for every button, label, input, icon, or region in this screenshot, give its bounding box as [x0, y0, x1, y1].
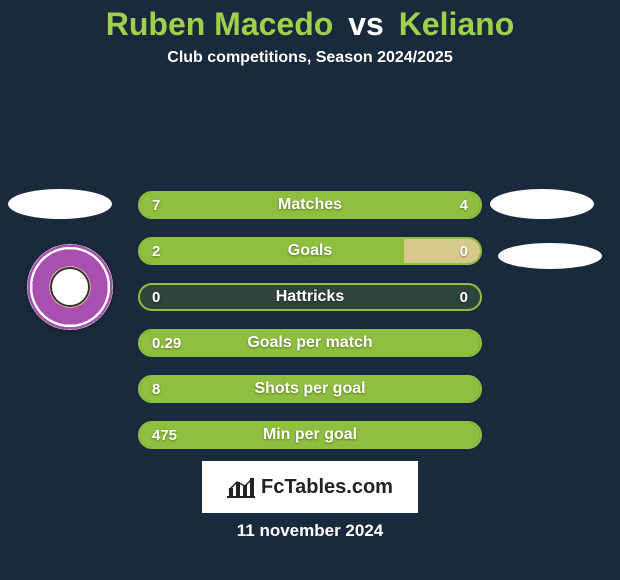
- page-root: Ruben Macedo vs Keliano Club competition…: [0, 0, 620, 580]
- bar-label: Hattricks: [140, 285, 480, 309]
- stat-bar: 8Shots per goal: [138, 375, 482, 403]
- stat-bar: 475Min per goal: [138, 421, 482, 449]
- crest-ball-icon: [50, 267, 90, 307]
- player2-name: Keliano: [399, 6, 515, 42]
- vs-separator: vs: [348, 6, 384, 42]
- cloud-shape: [498, 243, 602, 269]
- stat-bar: 20Goals: [138, 237, 482, 265]
- subtitle: Club competitions, Season 2024/2025: [0, 49, 620, 67]
- date-text: 11 november 2024: [0, 521, 620, 541]
- bar-label: Shots per goal: [140, 377, 480, 401]
- comparison-bars: 74Matches 20Goals 00Hattricks 0.29Goals per…: [138, 191, 482, 467]
- bar-label: Matches: [140, 193, 480, 217]
- player1-name: Ruben Macedo: [106, 6, 334, 42]
- logo-text: FcTables.com: [261, 476, 393, 499]
- cloud-shape: [8, 189, 112, 219]
- stat-bar: 74Matches: [138, 191, 482, 219]
- bar-label: Min per goal: [140, 423, 480, 447]
- fctables-logo: FcTables.com: [202, 461, 418, 513]
- cloud-shape: [490, 189, 594, 219]
- chart-icon: [227, 476, 255, 498]
- club-crest: [27, 244, 113, 330]
- stat-bar: 00Hattricks: [138, 283, 482, 311]
- page-title: Ruben Macedo vs Keliano: [0, 0, 620, 43]
- bar-label: Goals: [140, 239, 480, 263]
- bar-label: Goals per match: [140, 331, 480, 355]
- stat-bar: 0.29Goals per match: [138, 329, 482, 357]
